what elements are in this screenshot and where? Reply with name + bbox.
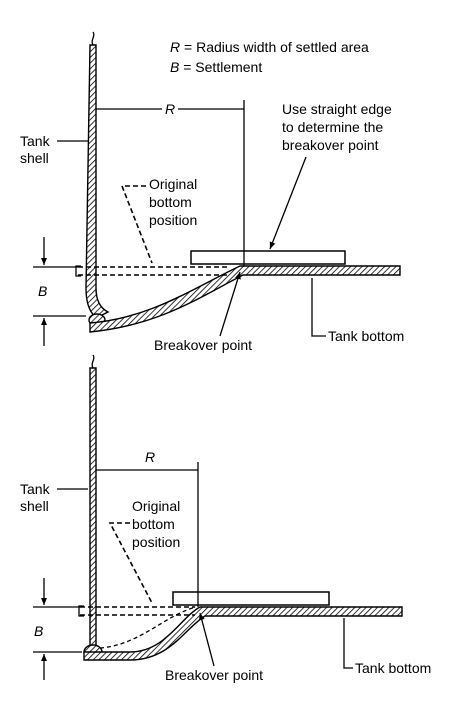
legend-b-symbol: B: [170, 59, 179, 75]
top-original-bottom-leader: [120, 185, 153, 264]
bottom-r-label: R: [145, 449, 155, 465]
bottom-settled-profile: [99, 606, 197, 649]
top-breakover-leader: [219, 271, 241, 337]
bottom-original-bottom-label-2: bottom: [132, 516, 175, 532]
top-original-bottom-bracket: [75, 265, 81, 277]
top-b-label: B: [38, 283, 47, 299]
bottom-original-bottom-label-3: position: [132, 534, 180, 550]
bottom-breakover-label: Breakover point: [165, 667, 263, 683]
top-r-label-bg: [162, 101, 178, 117]
bottom-tank-shell-label-2: shell: [20, 498, 49, 514]
bottom-straight-edge: [172, 591, 330, 606]
bottom-breakover-leader: [198, 612, 215, 667]
legend-b-line: B = Settlement: [170, 59, 262, 75]
bottom-tank-shell-wall: [89, 367, 97, 647]
top-diagram: R B Tank shell Original bottom position …: [20, 31, 404, 353]
top-tank-shell-label-1: Tank: [20, 133, 51, 149]
legend-r-text: = Radius width of settled area: [180, 39, 369, 55]
legend-r-symbol: R: [170, 39, 180, 55]
bottom-diagram: R B Tank shell Original bottom position …: [20, 354, 431, 683]
top-straight-edge-note-1: Use straight edge: [282, 101, 392, 117]
bottom-original-bottom-bracket: [78, 605, 84, 617]
bottom-tank-bottom-leader: [343, 618, 353, 669]
bottom-original-bottom-label-1: Original: [132, 498, 180, 514]
bottom-tank-bottom-label: Tank bottom: [355, 660, 431, 676]
top-tank-bottom-label: Tank bottom: [328, 328, 404, 344]
top-tank-shell-label-2: shell: [20, 150, 49, 166]
top-original-bottom-label-1: Original: [149, 176, 197, 192]
legend-b-text: = Settlement: [179, 59, 262, 75]
legend-r-line: R = Radius width of settled area: [170, 39, 369, 55]
bottom-settled-bottom-plate: [83, 606, 403, 661]
top-straight-edge-note-2: to determine the: [282, 119, 383, 135]
top-original-bottom-label-3: position: [149, 212, 197, 228]
legend: R = Radius width of settled area B = Set…: [170, 39, 369, 75]
top-r-label: R: [165, 101, 175, 117]
bottom-b-label: B: [34, 623, 43, 639]
top-settled-bottom-plate: [89, 265, 401, 333]
top-straight-edge-note-3: breakover point: [282, 137, 379, 153]
bottom-tank-shell-label-1: Tank: [20, 481, 51, 497]
top-straight-edge: [190, 250, 346, 265]
top-tank-shell-wall: [85, 44, 110, 319]
top-original-bottom-label-2: bottom: [149, 194, 192, 210]
top-shell-break-mark: [91, 31, 95, 46]
bottom-shell-break-mark: [91, 354, 95, 369]
top-breakover-label: Breakover point: [154, 337, 252, 353]
top-straight-edge-leader: [269, 156, 307, 250]
top-tank-bottom-leader: [311, 278, 326, 337]
bottom-original-bottom-leader: [108, 522, 153, 604]
